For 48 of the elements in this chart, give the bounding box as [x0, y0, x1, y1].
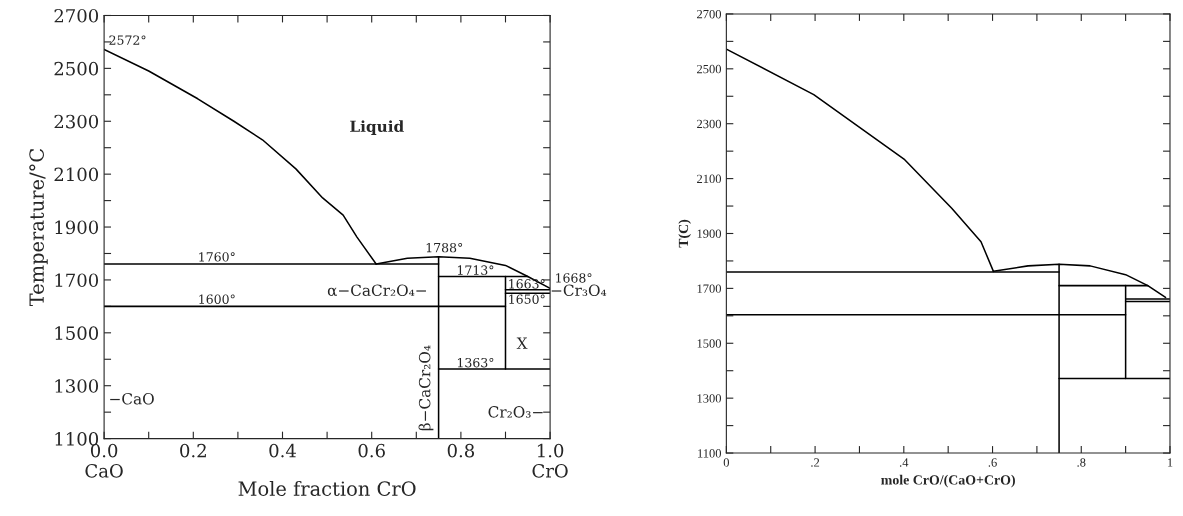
x-tick-label: 1	[1167, 458, 1173, 467]
y-tick-label: 2500	[54, 61, 99, 76]
y-axis-title: Temperature/°C	[29, 148, 48, 307]
annotation: −Cr₃O₄	[551, 284, 607, 297]
x-tick-label: .6	[988, 458, 997, 467]
y-tick-label: 1500	[55, 326, 99, 340]
y-tick-label: 1900	[697, 229, 722, 238]
x-axis-title: Mole fraction CrO	[238, 480, 416, 496]
x-tick-label: 0	[723, 458, 730, 467]
annotation: 2572°	[109, 35, 146, 45]
y-tick-label: 1900	[55, 220, 99, 235]
y-tick-label: 2300	[54, 114, 99, 129]
y-tick-label: 1100	[698, 449, 722, 458]
x-axis-title: mole CrO/(CaO+CrO)	[881, 474, 1015, 488]
y-tick-label: 2100	[54, 167, 99, 182]
y-tick-label: 2300	[697, 119, 722, 129]
y-tick-label: 1700	[55, 273, 99, 288]
annotation: 1713°	[457, 265, 494, 275]
annotation: 1363°	[457, 357, 494, 368]
text: 1668°	[556, 273, 592, 283]
y-tick-label: 2700	[697, 9, 722, 19]
x-tick-label: 0.6	[358, 443, 385, 458]
x-tick-label: 1.0 CrO	[532, 443, 568, 478]
annotation: 1650°	[509, 294, 545, 304]
annotation: −CaO	[110, 392, 154, 405]
y-tick-label: 2500	[697, 64, 722, 74]
annotation: 1788°	[426, 242, 463, 253]
x-tick-label: .8	[1077, 458, 1086, 467]
annotation: Liquid	[350, 120, 404, 136]
annotation: 1600°	[199, 294, 235, 304]
x-tick-label: .2	[811, 458, 820, 467]
annotation: 1663°	[509, 279, 545, 289]
annotation: α−CaCr₂O₄−	[327, 284, 426, 297]
y-tick-label: 2100	[697, 174, 722, 184]
y-tick-label: 1300	[697, 394, 722, 403]
annotation: β−CaCr₂O₄	[418, 345, 434, 431]
annotation: 1760°	[199, 252, 235, 262]
x-tick-label: 0.2	[180, 443, 206, 458]
y-tick-label: 1300	[55, 379, 99, 393]
x-tick-label: 0.8	[447, 443, 475, 458]
annotation: Cr₂O₃−	[488, 406, 543, 418]
annotation: X	[516, 337, 528, 349]
y-tick-label: 2700	[54, 8, 99, 23]
y-axis-title: T(C)	[678, 219, 691, 248]
y-tick-label: 1700	[697, 284, 722, 293]
y-tick-label: 1500	[697, 339, 722, 348]
x-tick-label: 0.4	[269, 443, 296, 458]
x-tick-label: .4	[899, 458, 909, 467]
